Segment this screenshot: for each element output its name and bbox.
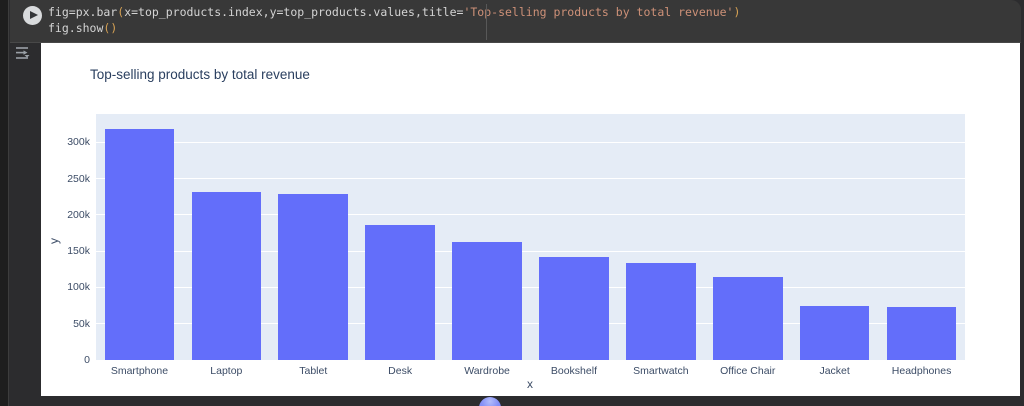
bar-bookshelf[interactable] xyxy=(539,257,609,360)
code-cell: fig=px.bar(x=top_products.index,y=top_pr… xyxy=(10,0,1021,43)
code-bracket: ) xyxy=(733,5,741,19)
x-tick-label: Bookshelf xyxy=(550,365,597,377)
code-text: x=top_products.index,y=top_products.valu… xyxy=(124,5,464,19)
x-tick-label: Smartwatch xyxy=(633,365,689,377)
gridline xyxy=(96,359,965,361)
x-tick-label: Smartphone xyxy=(110,365,169,377)
gridline xyxy=(96,214,965,216)
bar-smartphone[interactable] xyxy=(104,129,175,360)
y-tick-label: 250k xyxy=(67,172,90,185)
gridline xyxy=(96,286,965,288)
x-tick-label: Desk xyxy=(388,365,413,377)
code-line-2: fig.show() xyxy=(48,20,740,36)
y-axis-title: y xyxy=(47,238,61,244)
bar-smartwatch[interactable] xyxy=(626,262,696,360)
y-tick-label: 50k xyxy=(73,317,90,330)
chart-title: Top-selling products by total revenue xyxy=(90,67,310,82)
code-text: fig=px.bar xyxy=(48,5,118,19)
gridline xyxy=(96,178,965,180)
gridline xyxy=(96,141,965,143)
y-tick-label: 150k xyxy=(67,245,90,258)
y-tick-label: 300k xyxy=(67,136,90,149)
x-tick-label: Office Chair xyxy=(720,365,776,377)
bar-headphones[interactable] xyxy=(886,307,957,360)
gridline xyxy=(96,250,965,252)
code-text: fig.show xyxy=(48,21,104,35)
x-tick-label: Tablet xyxy=(299,365,328,377)
code-editor[interactable]: fig=px.bar(x=top_products.index,y=top_pr… xyxy=(48,4,740,36)
left-rail xyxy=(0,0,9,406)
bar-desk[interactable] xyxy=(365,225,435,360)
cell-output-icon[interactable] xyxy=(13,44,31,62)
y-tick-label: 100k xyxy=(67,281,90,294)
editor-guide-line xyxy=(486,4,487,40)
bar-wardrobe[interactable] xyxy=(452,242,522,360)
code-bracket: ( xyxy=(117,5,125,19)
bar-laptop[interactable] xyxy=(191,191,262,360)
plot-area xyxy=(96,114,965,361)
x-tick-label: Laptop xyxy=(210,365,243,377)
y-tick-label: 200k xyxy=(67,208,90,221)
floating-action-button[interactable] xyxy=(479,397,501,406)
x-tick-label: Headphones xyxy=(891,365,952,377)
x-tick-label: Wardrobe xyxy=(464,365,510,377)
code-line-1: fig=px.bar(x=top_products.index,y=top_pr… xyxy=(48,4,740,20)
bar-jacket[interactable] xyxy=(799,305,870,360)
play-icon xyxy=(30,11,38,19)
y-tick-label: 0 xyxy=(84,354,90,366)
x-tick-label: Jacket xyxy=(819,365,850,377)
bar-office-chair[interactable] xyxy=(712,276,783,360)
gridline xyxy=(96,323,965,325)
code-string: 'Top-selling products by total revenue' xyxy=(463,5,734,19)
code-bracket: () xyxy=(103,21,118,35)
run-cell-button[interactable] xyxy=(23,6,42,25)
bar-tablet[interactable] xyxy=(278,193,348,360)
x-axis-title: x xyxy=(527,377,533,391)
